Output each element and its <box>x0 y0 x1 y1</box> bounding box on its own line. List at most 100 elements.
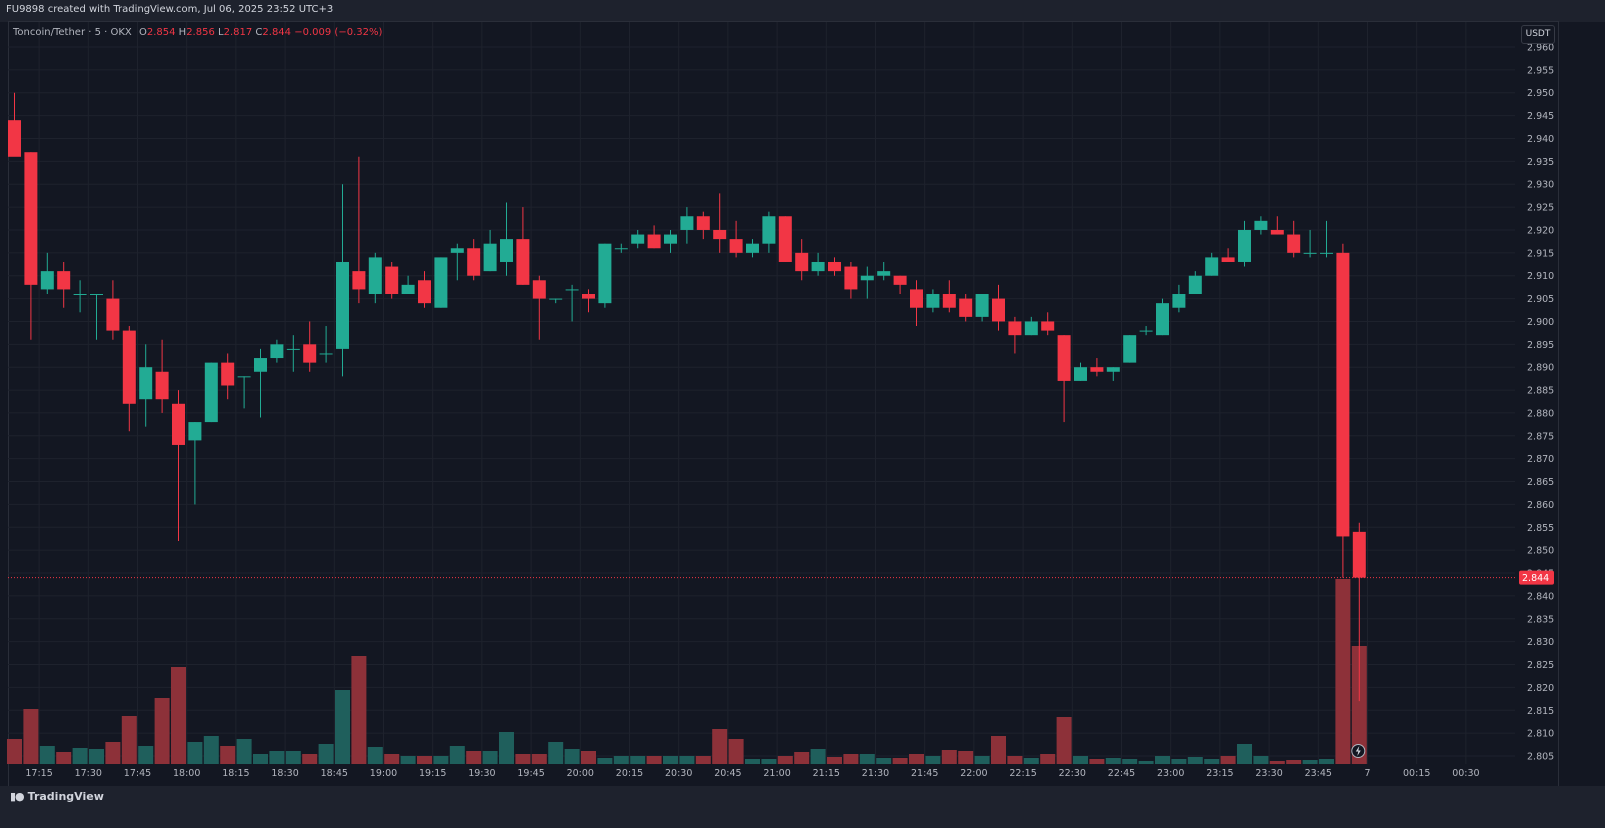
price-tick-label: 2.835 <box>1527 614 1554 625</box>
volume-bar <box>121 716 137 764</box>
candle-body <box>762 216 776 244</box>
candle-body <box>680 216 694 230</box>
candle-body <box>319 353 333 355</box>
price-axis: 2.960 2.955 2.950 2.945 2.940 2.935 2.930 2.925… <box>1519 43 1554 763</box>
candle-body <box>385 266 399 295</box>
candle-body <box>1090 367 1104 372</box>
chart-pane[interactable] <box>8 21 1559 787</box>
candle-body <box>1041 321 1055 331</box>
candle-body <box>352 271 366 290</box>
volume-bar <box>1269 761 1285 764</box>
last-price-label: 2.844 <box>1522 573 1549 584</box>
time-tick-label: 22:00 <box>960 768 987 779</box>
candle-body <box>778 216 792 262</box>
candle-body <box>106 298 120 331</box>
price-tick-label: 2.810 <box>1527 729 1554 740</box>
candle-body <box>450 248 464 253</box>
volume-bar <box>761 759 777 764</box>
candle-body <box>1287 234 1301 253</box>
volume-bar <box>909 754 924 764</box>
volume-bar <box>581 751 596 764</box>
volume-bar <box>154 698 170 764</box>
candle-body <box>155 371 169 400</box>
volume-bar <box>1286 760 1302 764</box>
brand-logo[interactable]: ▮● TradingView <box>10 790 104 803</box>
volume-bar <box>236 739 252 764</box>
high-value: 2.856 <box>186 27 215 38</box>
candle-body <box>1188 275 1202 295</box>
time-tick-label: 00:30 <box>1452 768 1479 779</box>
volume-bar <box>564 749 580 764</box>
volume-bar <box>1056 717 1072 764</box>
volume-bar <box>1237 744 1252 764</box>
candle-body <box>746 243 759 253</box>
candle-body <box>1172 294 1186 308</box>
candle-body <box>24 152 38 285</box>
time-tick-label: 21:30 <box>862 768 889 779</box>
price-tick-label: 2.855 <box>1527 523 1554 534</box>
price-tick-label: 2.930 <box>1527 180 1554 191</box>
volume-bar <box>39 746 55 764</box>
candle-body <box>893 275 907 285</box>
volume-bar <box>449 746 465 764</box>
candles <box>8 92 1366 702</box>
time-tick-label: 17:15 <box>25 768 52 779</box>
volume-bar <box>1220 756 1236 764</box>
volume-bar <box>253 754 268 764</box>
volume-bar <box>302 754 318 764</box>
volume-bar <box>1023 758 1039 764</box>
attribution-text: FU9898 created with TradingView.com, Jul… <box>6 4 334 15</box>
volume-bar <box>1007 756 1023 764</box>
price-tick-label: 2.925 <box>1527 203 1554 214</box>
symbol-name[interactable]: Toncoin/Tether · 5 · OKX <box>13 27 132 38</box>
price-tick-label: 2.935 <box>1527 157 1554 168</box>
time-tick-label: 17:30 <box>75 768 102 779</box>
candle-body <box>467 248 481 276</box>
volume-bar <box>1319 759 1334 764</box>
time-tick-label: 23:00 <box>1157 768 1184 779</box>
volume-bar <box>1040 754 1056 764</box>
time-axis: 17:15 17:30 17:45 18:00 18:15 18:30 18:45 19:00… <box>25 744 1480 779</box>
price-tick-label: 2.815 <box>1527 706 1554 717</box>
candle-body <box>204 362 218 423</box>
candle-body <box>1139 330 1153 332</box>
change-value: −0.009 (−0.32%) <box>294 27 383 38</box>
candle-body <box>910 289 923 308</box>
volume-bar <box>335 690 350 764</box>
time-tick-label: 20:00 <box>567 768 594 779</box>
candle-body <box>614 248 628 250</box>
candle-body <box>992 298 1005 322</box>
volume-bar <box>859 754 875 764</box>
close-value: 2.844 <box>262 27 292 38</box>
currency-unit-button[interactable]: USDT <box>1521 25 1555 44</box>
time-tick-label: 18:15 <box>222 768 249 779</box>
volume-bar <box>1122 759 1138 764</box>
volume-bar <box>991 736 1006 764</box>
candle-body <box>942 294 956 308</box>
volume-bar <box>728 739 744 764</box>
price-tick-label: 2.920 <box>1527 225 1554 236</box>
volume-bar <box>876 758 892 764</box>
candle-body <box>713 229 727 240</box>
candle-body <box>729 239 743 253</box>
volume-bar <box>892 758 908 764</box>
candle-body <box>1106 367 1120 372</box>
volume-bar <box>138 746 154 764</box>
candle-body <box>40 271 54 290</box>
low-value: 2.817 <box>223 27 253 38</box>
candle-body <box>1008 321 1022 336</box>
price-tick-label: 2.905 <box>1527 294 1554 305</box>
candle-body <box>368 257 382 295</box>
candle-body <box>860 275 874 281</box>
volume-bars <box>7 579 1367 764</box>
candle-body <box>844 266 858 290</box>
top-bar: FU9898 created with TradingView.com, Jul… <box>0 0 1605 22</box>
candle-body <box>336 261 349 349</box>
volume-bar <box>187 742 203 764</box>
candle-body <box>254 358 267 372</box>
volume-bar <box>1253 756 1269 764</box>
volume-bar <box>351 656 367 764</box>
time-tick-label: 17:45 <box>124 768 151 779</box>
price-tick-label: 2.825 <box>1527 660 1554 671</box>
